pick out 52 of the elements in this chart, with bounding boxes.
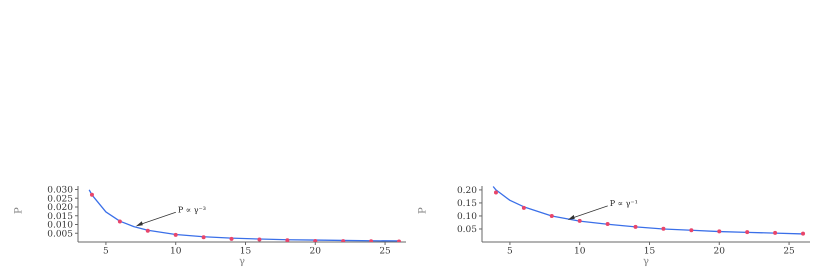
line-series [88,189,400,242]
x-tick-label: 15 [240,246,252,256]
x-axis-title: γ [239,256,246,267]
point [397,239,402,242]
point [146,228,150,233]
y-tick-label: 0.005 [47,229,74,240]
point [341,239,346,242]
point [369,239,374,242]
y-tick-label: 0.030 [47,186,74,196]
point [634,224,638,229]
y-axis-title: P [14,207,25,214]
x-tick-label: 20 [310,246,322,256]
point [285,238,290,242]
x-tick-label: 25 [379,246,392,256]
point [230,236,234,241]
x-tick-label: 25 [783,246,796,256]
point [717,229,722,234]
y-axis-title: P [418,207,429,214]
point [773,230,778,235]
x-tick-label: 10 [574,246,586,256]
x-tick-label: 5 [507,246,514,256]
x-tick-label: 20 [714,246,726,256]
x-tick-label: 5 [103,246,110,256]
point [689,228,694,232]
point [90,192,94,197]
y-tick-label: 0.020 [47,203,74,214]
y-tick-label: 0.015 [47,212,74,222]
x-tick-label: 15 [644,246,656,256]
point [118,220,122,224]
point [174,232,178,237]
point [313,238,318,242]
line-series [492,186,804,235]
point [494,190,498,195]
point [661,226,666,231]
point [578,218,582,223]
x-axis-title: γ [643,256,650,267]
y-tick-label: 0.20 [456,186,478,196]
point [522,206,526,210]
x-tick-label: 10 [170,246,182,256]
y-tick-label: 0.05 [456,225,478,236]
point [550,214,554,218]
point [801,232,806,236]
y-tick-label: 0.15 [456,199,478,210]
y-tick-label: 0.010 [47,220,74,231]
y-tick-label: 0.025 [47,194,74,204]
y-tick-label: 0.10 [456,212,478,222]
point [606,222,610,226]
point [745,230,750,234]
point [257,238,262,242]
annotation: P ∝ γ⁻³ [178,205,206,214]
annotation: P ∝ γ⁻¹ [610,198,638,208]
point [202,235,206,240]
